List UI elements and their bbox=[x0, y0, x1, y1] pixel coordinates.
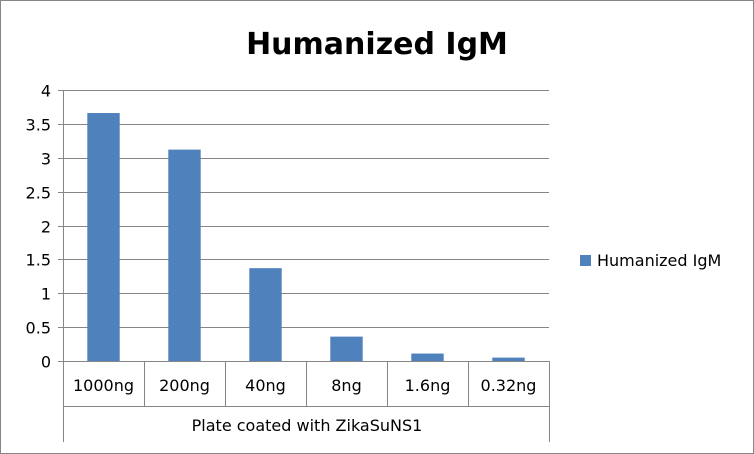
y-tick-label: 3 bbox=[41, 150, 51, 169]
bar-40ng bbox=[249, 268, 282, 361]
bar-0.32ng bbox=[492, 357, 525, 361]
x-axis-title: Plate coated with ZikaSuNS1 bbox=[192, 416, 423, 435]
x-category-label: 8ng bbox=[331, 376, 361, 395]
y-tick-label: 0.5 bbox=[26, 319, 51, 338]
x-category-label: 200ng bbox=[159, 376, 210, 395]
legend: Humanized IgM bbox=[580, 251, 721, 270]
bar-1.6ng bbox=[411, 353, 444, 361]
y-tick-label: 1 bbox=[41, 285, 51, 304]
bar-200ng bbox=[168, 149, 201, 361]
bars bbox=[87, 113, 525, 361]
x-category-label: 1.6ng bbox=[405, 376, 451, 395]
gridlines bbox=[63, 90, 549, 328]
x-category-label: 40ng bbox=[245, 376, 286, 395]
chart-title: Humanized IgM bbox=[246, 27, 508, 62]
y-tick-label: 2.5 bbox=[26, 184, 51, 203]
x-category-label: 1000ng bbox=[73, 376, 134, 395]
y-tick-label: 4 bbox=[41, 82, 51, 101]
y-tick-label: 3.5 bbox=[26, 116, 51, 135]
x-category-label: 0.32ng bbox=[481, 376, 537, 395]
legend-label: Humanized IgM bbox=[597, 251, 721, 270]
axes bbox=[58, 90, 550, 442]
bar-1000ng bbox=[87, 113, 120, 361]
y-tick-label: 1.5 bbox=[26, 251, 51, 270]
y-tick-label: 2 bbox=[41, 218, 51, 237]
y-tick-labels: 0 0.5 1 1.5 2 2.5 3 3.5 4 bbox=[26, 82, 51, 372]
legend-swatch bbox=[580, 255, 591, 266]
y-tick-label: 0 bbox=[41, 353, 51, 372]
x-category-labels: 1000ng 200ng 40ng 8ng 1.6ng 0.32ng bbox=[73, 376, 536, 395]
bar-8ng bbox=[330, 336, 363, 361]
